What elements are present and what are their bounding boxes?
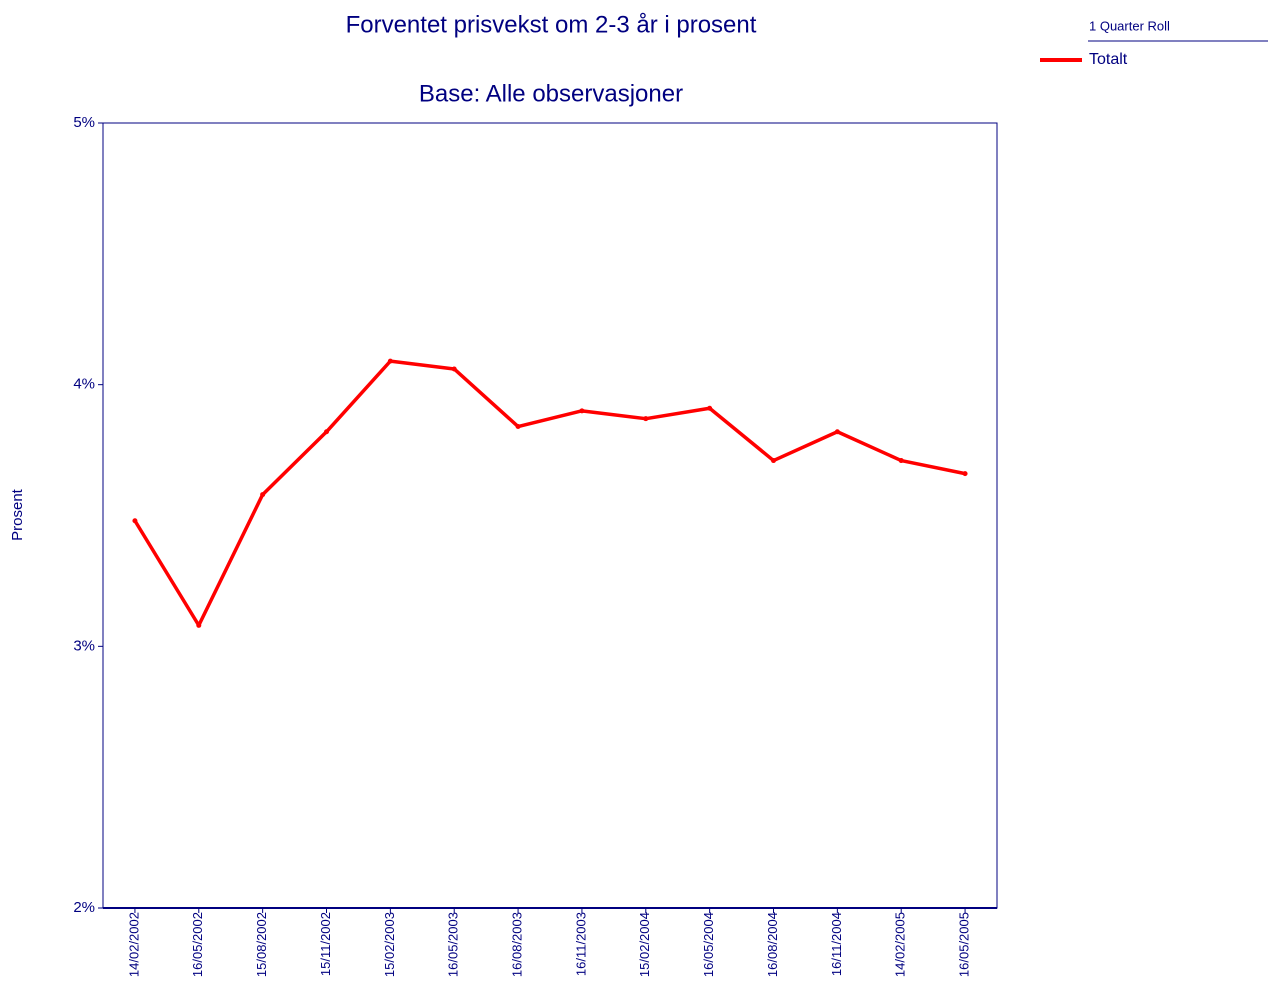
x-tick-label: 16/05/2005 xyxy=(957,912,972,977)
x-tick-label: 16/08/2004 xyxy=(765,912,780,977)
series-line xyxy=(133,359,966,628)
point xyxy=(834,429,840,435)
point xyxy=(515,424,521,430)
x-tick-label: 16/08/2003 xyxy=(510,912,525,977)
x-tick-label: 14/02/2005 xyxy=(893,912,908,977)
x-tick-label: 14/02/2002 xyxy=(126,912,141,977)
legend-title: 1 Quarter Roll xyxy=(1089,18,1170,33)
x-tick-label: 15/02/2004 xyxy=(637,912,652,977)
y-tick-label: 3% xyxy=(73,637,95,654)
x-tick-label: 16/05/2003 xyxy=(446,912,461,977)
x-tick-label: 16/11/2003 xyxy=(573,912,588,976)
plot-frame xyxy=(102,122,998,909)
point xyxy=(132,518,138,524)
point xyxy=(324,429,329,435)
y-tick-label: 2% xyxy=(73,899,95,916)
point xyxy=(387,358,393,364)
point xyxy=(643,416,649,422)
point xyxy=(451,366,457,372)
y-tick-label: 4% xyxy=(73,376,95,393)
y-axis-label: Prosent xyxy=(9,488,26,541)
x-tick-label: 15/02/2003 xyxy=(382,912,397,977)
x-tick-label: 15/08/2002 xyxy=(254,912,269,977)
point xyxy=(707,405,713,411)
x-tick-label: 16/11/2004 xyxy=(829,912,844,976)
point xyxy=(898,458,904,464)
chart-subtitle: Base: Alle observasjoner xyxy=(419,80,683,107)
legend-label: Totalt xyxy=(1089,51,1128,68)
x-tick-label: 16/05/2002 xyxy=(190,912,205,977)
point xyxy=(579,408,585,414)
point xyxy=(962,471,968,477)
point xyxy=(196,622,202,628)
chart-title: Forventet prisvekst om 2-3 år i prosent xyxy=(346,11,757,38)
y-tick-label: 5% xyxy=(73,114,95,131)
point xyxy=(771,458,776,464)
x-tick-label: 16/05/2004 xyxy=(701,912,716,977)
point xyxy=(260,492,266,498)
x-tick-label: 15/11/2002 xyxy=(318,912,333,976)
